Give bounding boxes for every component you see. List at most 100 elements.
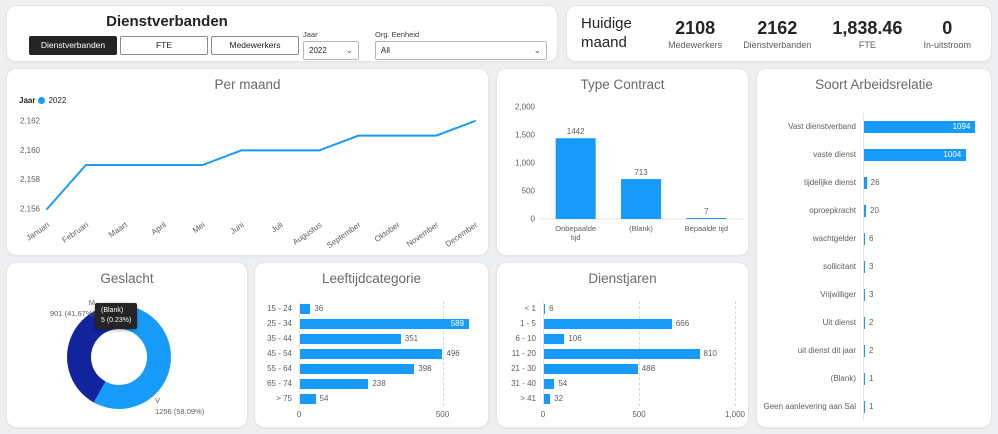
bar-value-label: 2 (869, 318, 874, 327)
bar[interactable] (864, 205, 867, 217)
bar-category-label: 1 - 5 (519, 318, 536, 328)
bar[interactable] (544, 378, 555, 389)
bar[interactable] (544, 318, 672, 329)
line-series[interactable] (46, 120, 476, 210)
bar[interactable] (544, 363, 638, 374)
bar-category-label: 65 - 74 (267, 378, 292, 388)
per-maand-card: Per maand Jaar 2022 2,162 2,160 2,158 2,156… (6, 68, 489, 256)
bar[interactable] (300, 318, 470, 329)
bar-category-label: (Blank) (830, 374, 856, 383)
chart-title: Geslacht (100, 271, 154, 286)
bar-category-label: < 1 (524, 303, 536, 313)
bar[interactable] (864, 317, 865, 329)
chart-title: Dienstjaren (588, 271, 657, 286)
kpi-dienstverbanden: 2162 Dienstverbanden (743, 18, 811, 50)
bar-value-label: 398 (418, 363, 432, 373)
bar-category-label: oproepkracht (809, 206, 856, 215)
x-axis-month-label: Februari (60, 220, 90, 245)
x-axis-month-label: Juni (228, 220, 245, 236)
bar-category-label: > 75 (276, 393, 292, 403)
bar-category-label: uit dienst dit jaar (797, 346, 856, 355)
column-bar[interactable] (686, 218, 727, 219)
x-axis-month-label: December (444, 220, 480, 249)
bar-value-label: 2 (869, 346, 874, 355)
chart-title: Soort Arbeidsrelatie (815, 77, 933, 92)
jaar-select[interactable]: 2022 ⌄ (303, 41, 359, 60)
chart-title: Leeftijdcategorie (321, 271, 422, 286)
bar-category-label: 35 - 44 (267, 333, 292, 343)
bar-value-label: 36 (314, 303, 324, 313)
column-value-label: 1442 (567, 127, 585, 136)
column-bar[interactable] (555, 138, 596, 219)
bar[interactable] (864, 177, 867, 189)
x-axis-tick-label: 500 (632, 410, 646, 419)
bar[interactable] (864, 289, 865, 301)
bar[interactable] (864, 401, 865, 413)
legend-dot-icon (38, 97, 46, 104)
bar[interactable] (864, 149, 967, 161)
bar[interactable] (864, 121, 976, 133)
y-axis-line (543, 301, 544, 406)
x-axis-month-label: September (325, 220, 362, 250)
slice-name: V (155, 396, 161, 405)
bar[interactable] (864, 345, 865, 357)
view-tabs: Dienstverbanden FTE Medewerkers (29, 36, 299, 55)
tooltip-line: 5 (0.23%) (101, 317, 132, 324)
y-axis-tick-label: 500 (522, 187, 536, 196)
kpi-value: 2162 (757, 17, 798, 38)
bar-category-label: 15 - 24 (267, 303, 292, 313)
column-bar[interactable] (621, 179, 661, 219)
x-axis-tick-label: 500 (435, 410, 450, 419)
bar-value-label: 1 (869, 402, 874, 411)
org-eenheid-select[interactable]: All ⌄ (375, 41, 547, 60)
kpi-label: FTE (858, 39, 876, 50)
bar-value-label: 3 (869, 290, 874, 299)
y-axis-tick-label: 2,156 (20, 205, 41, 214)
per-maand-line-chart[interactable]: 2,162 2,160 2,158 2,156 Januari Februari Maart… (7, 69, 488, 255)
bar-category-label: sollicitant (823, 262, 856, 271)
slice-value: 901 (41.67%) (49, 309, 95, 318)
x-axis-month-label: November (405, 220, 441, 249)
bar-category-label: Geen aanlevering aan Sal (763, 402, 856, 411)
chevron-down-icon: ⌄ (345, 45, 353, 55)
slice-name: M (88, 298, 95, 307)
bar-value-label: 351 (404, 333, 419, 343)
bar[interactable] (864, 373, 865, 385)
bar[interactable] (864, 261, 865, 273)
tab-medewerkers[interactable]: Medewerkers (211, 36, 299, 55)
bar[interactable] (300, 363, 415, 374)
bar[interactable] (544, 333, 565, 344)
bar-value-label: 54 (558, 378, 568, 388)
kpi-in-uitstroom: 0 In-uitstroom (923, 18, 971, 50)
x-axis-month-label: Augustus (291, 220, 323, 247)
bar[interactable] (864, 233, 865, 245)
filter-org-label: Org. Eenheid (375, 30, 420, 39)
bar-value-label: 1094 (952, 122, 971, 131)
bar-value-label: 496 (446, 348, 460, 358)
bar-category-label: Vast dienstverband (788, 122, 856, 131)
tab-dienstverbanden[interactable]: Dienstverbanden (29, 36, 117, 55)
org-eenheid-select-value: All (381, 46, 390, 55)
bar[interactable] (300, 348, 443, 359)
bar-value-label: 20 (870, 206, 879, 215)
bar[interactable] (300, 378, 369, 389)
bar[interactable] (300, 333, 401, 344)
y-axis-tick-label: 1,000 (515, 159, 536, 168)
bar[interactable] (300, 393, 316, 404)
bar-category-label: Vrijwilliger (820, 290, 856, 299)
blank-slice-tooltip: (Blank) 5 (0.23%) (95, 303, 138, 329)
bar[interactable] (544, 393, 551, 404)
tab-fte[interactable]: FTE (120, 36, 208, 55)
dienstjaren-card: Dienstjaren 0 500 1,000 < 1 6 1 - 5 666 6 - 10 1… (496, 262, 749, 428)
bar-category-label: 31 - 40 (511, 378, 536, 388)
y-axis-tick-label: 1,500 (515, 131, 536, 140)
bar[interactable] (544, 348, 700, 359)
bar[interactable] (544, 303, 546, 314)
bar-value-label: 26 (870, 178, 880, 187)
chart-title: Type Contract (580, 77, 665, 92)
chart-title: Per maand (214, 77, 281, 92)
kpi-card-title: Huidige maand (581, 14, 632, 51)
kpi-label: Dienstverbanden (743, 39, 812, 50)
bar-value-label: 488 (641, 363, 656, 373)
bar[interactable] (300, 303, 311, 314)
